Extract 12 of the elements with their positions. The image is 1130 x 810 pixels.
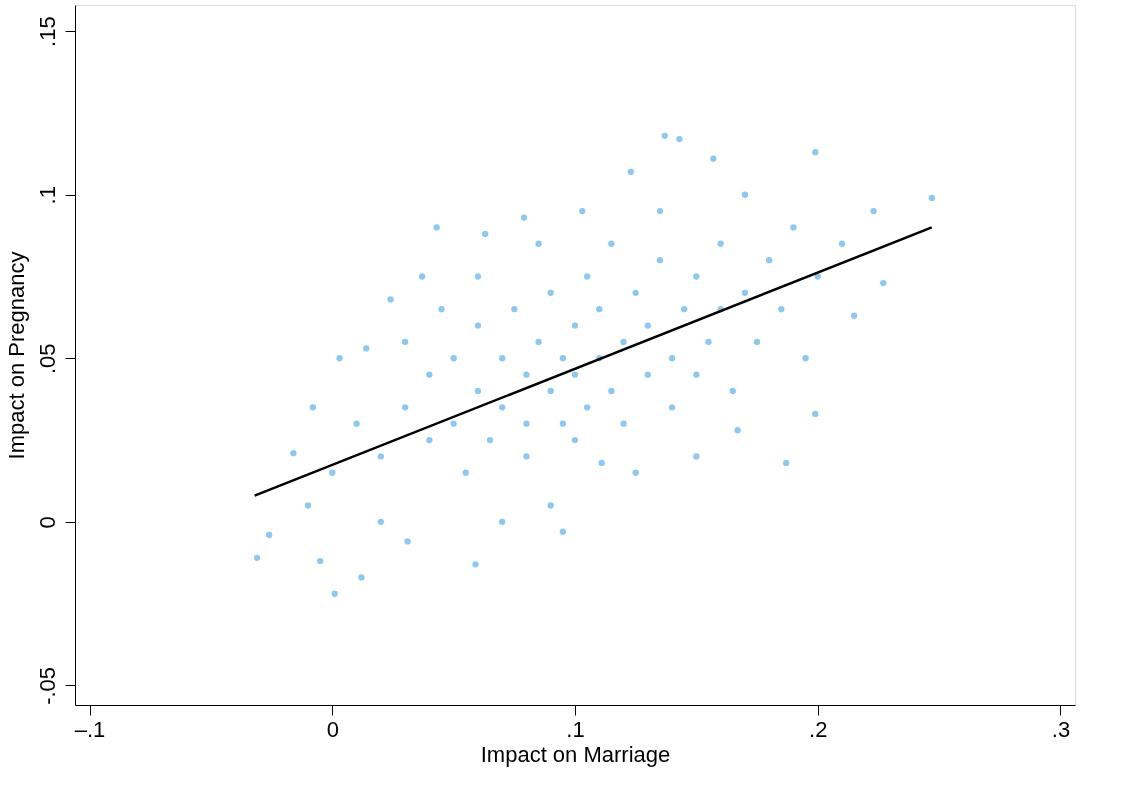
x-tick-label: –.1 bbox=[74, 716, 106, 742]
x-tick-label: 0 bbox=[326, 716, 339, 742]
y-tick-label: .05 bbox=[34, 343, 60, 375]
y-tick-label: -.05 bbox=[34, 666, 60, 705]
x-axis-title: Impact on Marriage bbox=[480, 741, 671, 767]
y-tick-label: 0 bbox=[34, 516, 60, 529]
x-tick-label: .2 bbox=[809, 716, 828, 742]
x-tick-label: .1 bbox=[566, 716, 585, 742]
y-tick-label: .15 bbox=[34, 16, 60, 47]
x-tick-label: .3 bbox=[1051, 716, 1071, 742]
y-axis-title: Impact on Pregnancy bbox=[3, 251, 29, 460]
y-tick-label: .1 bbox=[34, 186, 60, 205]
